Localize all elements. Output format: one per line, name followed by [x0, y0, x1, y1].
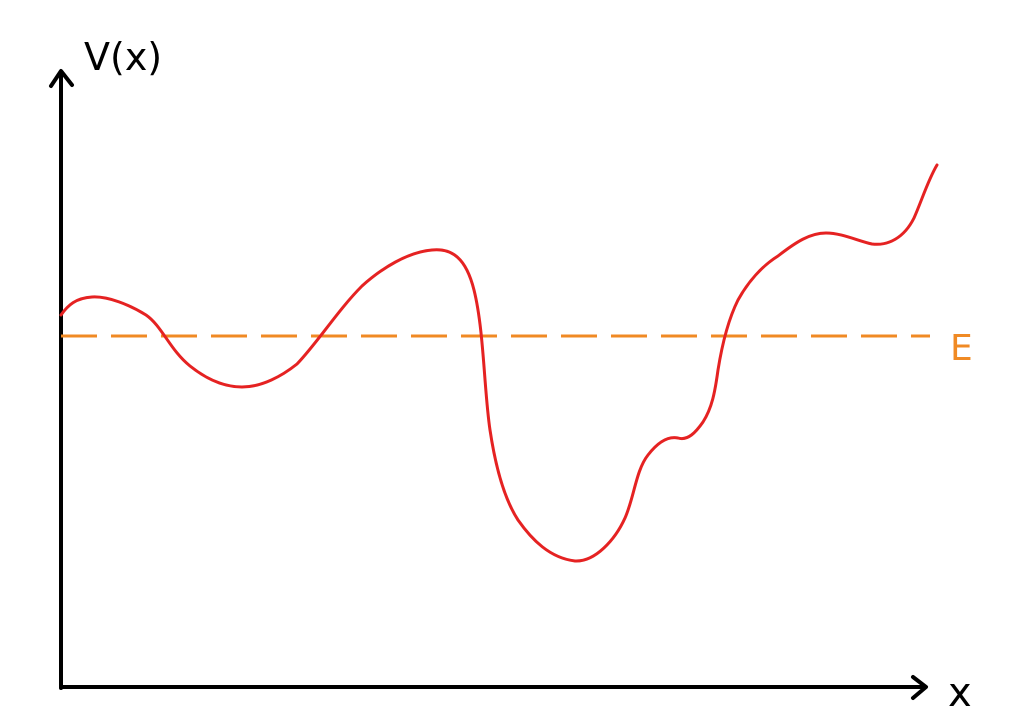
- x-axis: [59, 675, 928, 700]
- y-axis: [49, 69, 74, 690]
- energy-label: E: [950, 328, 973, 369]
- x-axis-label: x: [948, 670, 972, 716]
- potential-curve: [59, 163, 939, 563]
- y-axis-label: V(x): [84, 35, 162, 79]
- arrow-right-icon: [911, 675, 928, 700]
- arrow-up-icon: [49, 69, 74, 88]
